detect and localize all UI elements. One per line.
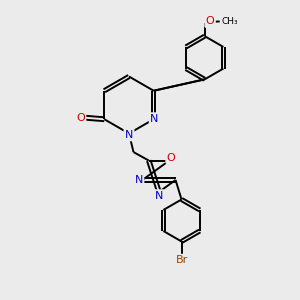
Text: Br: Br [176, 255, 188, 265]
Text: N: N [135, 175, 143, 185]
Text: O: O [206, 16, 214, 26]
Text: N: N [125, 130, 133, 140]
Text: O: O [167, 152, 176, 163]
Text: N: N [150, 114, 158, 124]
Text: N: N [155, 190, 163, 201]
Text: CH₃: CH₃ [222, 17, 238, 26]
Text: O: O [76, 113, 85, 123]
